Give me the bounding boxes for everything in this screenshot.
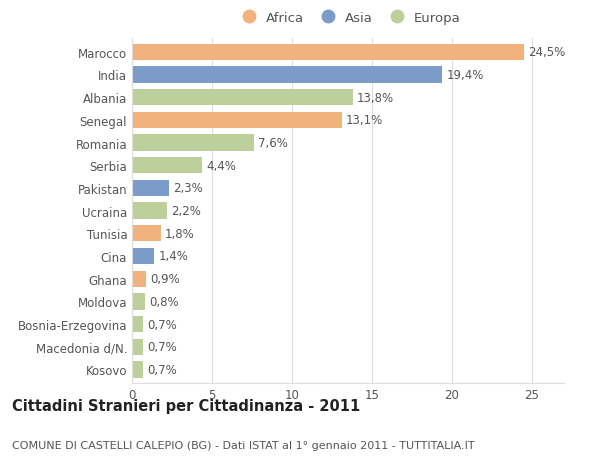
- Text: 13,8%: 13,8%: [357, 91, 394, 104]
- Text: 0,7%: 0,7%: [147, 341, 177, 353]
- Bar: [132, 248, 154, 264]
- Text: 0,8%: 0,8%: [149, 295, 178, 308]
- Text: 24,5%: 24,5%: [528, 46, 565, 59]
- Text: 0,7%: 0,7%: [147, 318, 177, 331]
- Bar: [132, 316, 143, 332]
- Text: 19,4%: 19,4%: [446, 69, 484, 82]
- Bar: [132, 271, 146, 287]
- Text: 7,6%: 7,6%: [257, 137, 287, 150]
- Text: 2,3%: 2,3%: [173, 182, 203, 195]
- Bar: [132, 362, 143, 378]
- Bar: [132, 339, 143, 355]
- Text: 1,8%: 1,8%: [165, 227, 194, 240]
- Text: 0,7%: 0,7%: [147, 363, 177, 376]
- Bar: [132, 112, 341, 129]
- Legend: Africa, Asia, Europa: Africa, Asia, Europa: [232, 8, 464, 29]
- Text: 2,2%: 2,2%: [171, 205, 201, 218]
- Text: 1,4%: 1,4%: [158, 250, 188, 263]
- Bar: [132, 135, 254, 151]
- Text: Cittadini Stranieri per Cittadinanza - 2011: Cittadini Stranieri per Cittadinanza - 2…: [12, 398, 360, 413]
- Bar: [132, 90, 353, 106]
- Bar: [132, 294, 145, 310]
- Text: COMUNE DI CASTELLI CALEPIO (BG) - Dati ISTAT al 1° gennaio 2011 - TUTTITALIA.IT: COMUNE DI CASTELLI CALEPIO (BG) - Dati I…: [12, 440, 475, 450]
- Text: 13,1%: 13,1%: [346, 114, 383, 127]
- Bar: [132, 45, 524, 61]
- Text: 0,9%: 0,9%: [151, 273, 180, 285]
- Bar: [132, 203, 167, 219]
- Bar: [132, 67, 442, 84]
- Bar: [132, 180, 169, 196]
- Bar: [132, 158, 202, 174]
- Text: 4,4%: 4,4%: [206, 159, 236, 172]
- Bar: [132, 226, 161, 242]
